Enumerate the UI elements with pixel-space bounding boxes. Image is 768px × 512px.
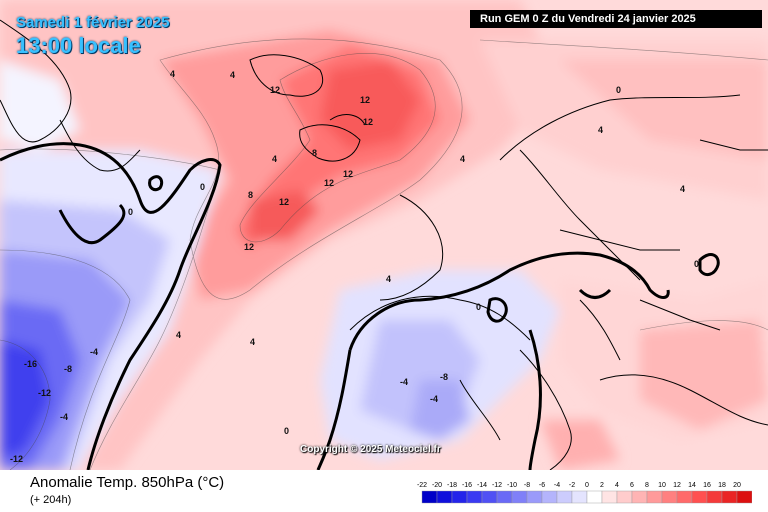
scale-tick-label: -6 (539, 482, 545, 489)
run-info: Run GEM 0 Z du Vendredi 24 janvier 2025 (470, 10, 762, 28)
scale-swatch (511, 490, 528, 504)
contour-label: 0 (616, 85, 621, 95)
contour-label: -4 (400, 377, 408, 387)
scale-tick-label: 0 (585, 482, 589, 489)
scale-tick-label: 18 (718, 482, 726, 489)
scale-swatch (541, 490, 558, 504)
anomaly-map: 12 12 12 12 12 12 12 8 8 4 4 4 4 4 4 4 4… (0, 0, 768, 470)
scale-swatch (646, 490, 663, 504)
forecast-date: Samedi 1 février 2025 (16, 14, 170, 31)
contour-label: 4 (272, 154, 277, 164)
map-title: Anomalie Temp. 850hPa (°C) (30, 474, 225, 491)
scale-tick-label: 14 (688, 482, 696, 489)
scale-tick-label: 10 (658, 482, 666, 489)
contour-label: 12 (363, 117, 373, 127)
contour-label: -8 (64, 364, 72, 374)
scale-tick-label: -10 (507, 482, 517, 489)
contour-label: 4 (170, 69, 175, 79)
scale-swatch (691, 490, 708, 504)
contour-label: 12 (324, 178, 334, 188)
contour-label: 0 (128, 207, 133, 217)
contour-label: 12 (360, 95, 370, 105)
scale-tick-label: 2 (600, 482, 604, 489)
zero-isotherm (0, 142, 720, 470)
scale-swatch (571, 490, 588, 504)
scale-tick-label: -16 (462, 482, 472, 489)
forecast-time: 13:00 locale (16, 33, 141, 58)
scale-tick-label: 16 (703, 482, 711, 489)
scale-tick-label: -12 (492, 482, 502, 489)
scale-tick-label: -18 (447, 482, 457, 489)
scale-tick-label: 12 (673, 482, 681, 489)
coastlines (0, 19, 768, 470)
anomaly-field (0, 0, 768, 470)
scale-swatch (721, 490, 738, 504)
contour-label: 12 (343, 169, 353, 179)
contour-label: 12 (279, 197, 289, 207)
forecast-offset: (+ 204h) (30, 494, 72, 506)
scale-swatch (496, 490, 513, 504)
scale-tick-label: 8 (645, 482, 649, 489)
scale-tick-label: -4 (554, 482, 560, 489)
scale-swatch (421, 490, 438, 504)
contour-label: 0 (694, 259, 699, 269)
scale-tick-label: 20 (733, 482, 741, 489)
scale-swatch (676, 490, 693, 504)
contour-label: -16 (24, 359, 37, 369)
contour-label: 4 (598, 125, 603, 135)
scale-swatch (706, 490, 723, 504)
contour-label: 8 (312, 148, 317, 158)
scale-swatch (631, 490, 648, 504)
scale-tick-label: -8 (524, 482, 530, 489)
scale-tick-label: 4 (615, 482, 619, 489)
contour-label: 12 (244, 242, 254, 252)
contour-label: 0 (476, 302, 481, 312)
color-scale: -22 -20 -18 -16 -14 -12 -10 -8 -6 -4 -2 0 2 4 6 8 10 12 14… (417, 482, 752, 504)
scale-swatch (601, 490, 618, 504)
contour-label: -12 (10, 454, 23, 464)
contour-label: -4 (430, 394, 438, 404)
scale-tick-label: -2 (569, 482, 575, 489)
contour-label: -4 (90, 347, 98, 357)
contour-label: 8 (248, 190, 253, 200)
scale-swatch (586, 490, 603, 504)
scale-swatch (736, 490, 752, 504)
contour-label: 4 (680, 184, 685, 194)
contour-label: 4 (176, 330, 181, 340)
contour-label: 0 (284, 426, 289, 436)
scale-swatch (451, 490, 468, 504)
contour-label: 4 (460, 154, 465, 164)
scale-swatch (436, 490, 453, 504)
contour-label: 4 (386, 274, 391, 284)
scale-swatch (481, 490, 498, 504)
scale-swatch (661, 490, 678, 504)
scale-swatch (466, 490, 483, 504)
contour-lines (0, 38, 768, 470)
contour-label: 12 (270, 85, 280, 95)
contour-label: 4 (230, 70, 235, 80)
scale-swatch (526, 490, 543, 504)
scale-tick-label: -20 (432, 482, 442, 489)
scale-swatch (556, 490, 573, 504)
scale-swatch (616, 490, 633, 504)
contour-labels: 12 12 12 12 12 12 12 8 8 4 4 4 4 4 4 4 4… (10, 69, 699, 464)
contour-label: -12 (38, 388, 51, 398)
contour-label: -4 (60, 412, 68, 422)
copyright: Copyright © 2025 Meteociel.fr (300, 444, 441, 455)
scale-tick-label: -22 (417, 482, 427, 489)
contour-label: -8 (440, 372, 448, 382)
contour-label: 0 (200, 182, 205, 192)
scale-tick-label: -14 (477, 482, 487, 489)
contour-label: 4 (250, 337, 255, 347)
scale-tick-label: 6 (630, 482, 634, 489)
